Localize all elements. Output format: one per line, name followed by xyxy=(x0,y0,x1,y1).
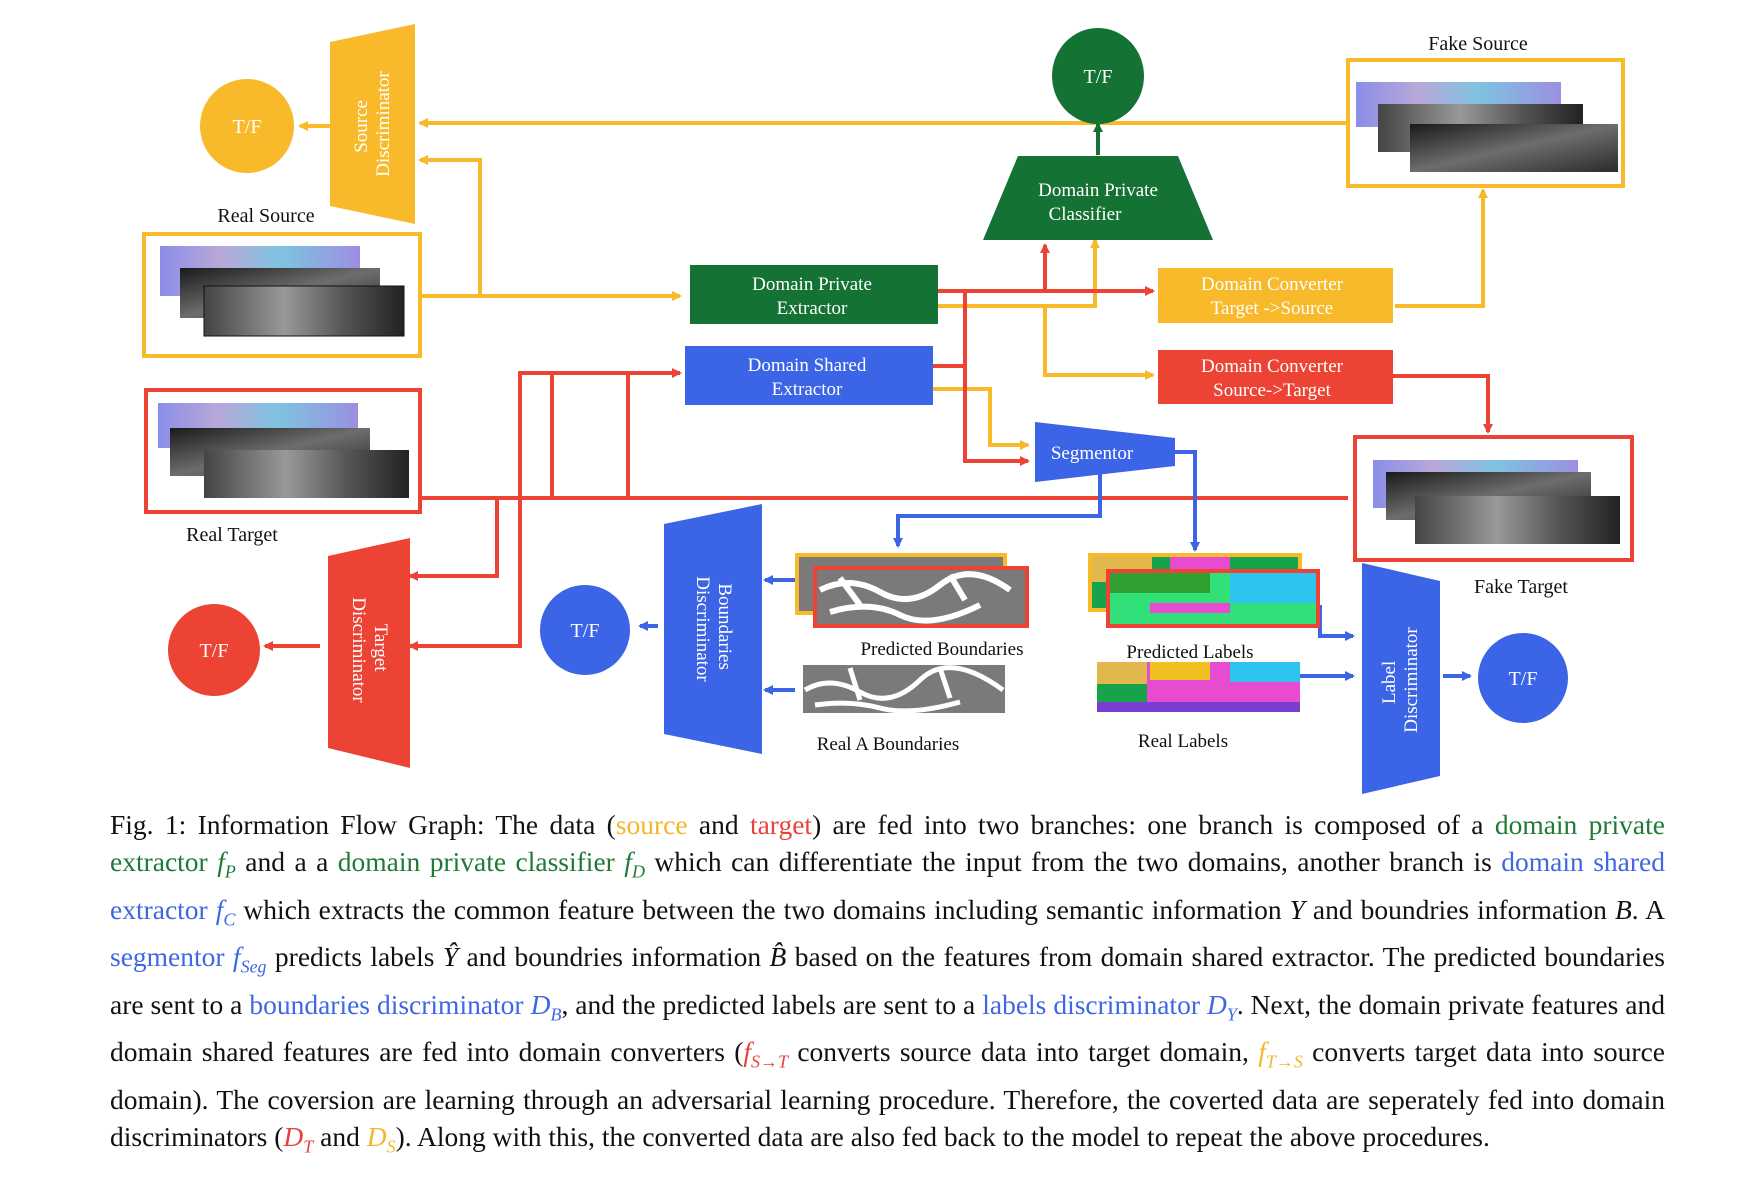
real-source-images xyxy=(142,232,422,358)
svg-text:Label Discriminator: Label Discriminator xyxy=(1379,627,1422,733)
caption-target-term: target xyxy=(749,809,813,840)
tf-label-node: T/F xyxy=(1478,633,1568,723)
caption-segmentor-term: segmentor xyxy=(110,941,225,972)
predicted-labels-images xyxy=(1088,553,1320,628)
domain-private-classifier-label-1: Domain Private xyxy=(1038,180,1158,201)
domain-converter-target-to-source: Domain Converter Target ->Source xyxy=(1158,268,1393,323)
svg-text:Source Discriminator: Source Discriminator xyxy=(351,71,394,177)
label-discriminator-label-2: Discriminator xyxy=(1401,627,1422,733)
target-discriminator-label-1: Target xyxy=(370,624,391,673)
caption-dpc-term: domain private classifier xyxy=(337,846,615,877)
domain-private-extractor-label-2: Extractor xyxy=(777,298,848,319)
fake-source-label: Fake Source xyxy=(1428,33,1528,55)
converter-ts-label-2: Target ->Source xyxy=(1211,298,1333,319)
domain-converter-source-to-target: Domain Converter Source->Target xyxy=(1158,350,1393,404)
source-discriminator: Source Discriminator xyxy=(330,24,415,224)
fake-target-images xyxy=(1353,435,1634,562)
caption-bd-term: boundaries discriminator xyxy=(249,988,524,1020)
caption-source-term: source xyxy=(615,809,688,840)
domain-shared-extractor-label-2: Extractor xyxy=(772,379,843,400)
fake-target-label: Fake Target xyxy=(1474,576,1568,598)
caption-dpe-term: domain private extractor xyxy=(110,809,1665,877)
svg-text:T/F: T/F xyxy=(1509,668,1538,690)
figure-caption: Fig. 1: Information Flow Graph: The data… xyxy=(110,809,1666,1156)
domain-shared-extractor-label-1: Domain Shared xyxy=(748,355,867,376)
real-target-images xyxy=(144,388,422,514)
svg-text:T/F: T/F xyxy=(571,620,600,642)
segmentor: Segmentor xyxy=(1035,422,1175,482)
svg-text:T/F: T/F xyxy=(1084,66,1113,88)
tf-source-node: T/F xyxy=(200,79,294,173)
boundaries-discriminator-label-2: Discriminator xyxy=(692,576,713,682)
domain-private-extractor: Domain Private Extractor xyxy=(690,265,938,324)
predicted-labels-label: Predicted Labels xyxy=(1126,642,1253,663)
real-target-label: Real Target xyxy=(186,524,278,546)
real-labels-label: Real Labels xyxy=(1138,731,1228,752)
domain-private-classifier-label-2: Classifier xyxy=(1049,204,1122,225)
source-discriminator-label-1: Source xyxy=(351,100,372,153)
label-discriminator-label-1: Label xyxy=(1379,661,1400,704)
segmentation-flow-lines xyxy=(638,450,1472,695)
predicted-boundaries-label: Predicted Boundaries xyxy=(860,639,1023,660)
svg-text:T/F: T/F xyxy=(200,640,229,662)
caption-dse-term: domain shared extractor xyxy=(110,846,1666,925)
domain-private-classifier: Domain Private Classifier xyxy=(983,156,1213,240)
tf-private-node: T/F xyxy=(1052,28,1144,124)
fake-source-images xyxy=(1346,58,1625,188)
domain-private-extractor-label-1: Domain Private xyxy=(752,274,872,295)
tf-target-node: T/F xyxy=(168,604,260,696)
target-discriminator-label-2: Discriminator xyxy=(348,597,369,703)
caption-ld-term: labels discriminator xyxy=(982,988,1200,1020)
source-flow-lines xyxy=(298,118,1488,450)
boundaries-discriminator: Boundaries Discriminator xyxy=(664,504,762,754)
label-discriminator: Label Discriminator xyxy=(1362,563,1440,794)
svg-text:Boundaries Discriminator: Boundaries Discriminator xyxy=(692,576,735,682)
svg-text:Target Discriminator: Target Discriminator xyxy=(348,597,391,703)
tf-boundaries-node: T/F xyxy=(540,585,630,675)
svg-text:T/F: T/F xyxy=(233,116,262,138)
real-source-label: Real Source xyxy=(217,205,314,227)
target-flow-lines xyxy=(263,243,1493,651)
predicted-boundaries-images xyxy=(795,553,1029,628)
domain-shared-extractor: Domain Shared Extractor xyxy=(685,346,933,405)
real-a-boundaries-label: Real A Boundaries xyxy=(817,734,959,755)
converter-ts-label-1: Domain Converter xyxy=(1201,274,1344,295)
converter-st-label-2: Source->Target xyxy=(1213,380,1331,401)
real-a-boundaries-image xyxy=(803,665,1005,714)
source-discriminator-label-2: Discriminator xyxy=(373,71,394,177)
converter-st-label-1: Domain Converter xyxy=(1201,356,1344,377)
target-discriminator: Target Discriminator xyxy=(328,538,410,768)
svg-text:Segmentor: Segmentor xyxy=(1051,443,1134,464)
information-flow-diagram: Source Discriminator T/F Real Source Rea… xyxy=(142,24,1634,794)
boundaries-discriminator-label-1: Boundaries xyxy=(714,583,735,670)
real-labels-image xyxy=(1097,662,1300,712)
